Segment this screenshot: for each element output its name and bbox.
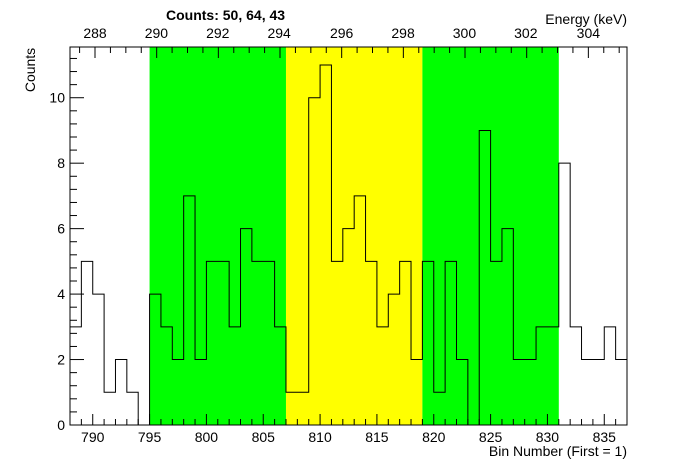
chart-title: Counts: 50, 64, 43 xyxy=(166,7,285,23)
y-tick-label: 6 xyxy=(57,221,65,237)
x-tick-label: 835 xyxy=(593,429,617,445)
energy-tick-label: 300 xyxy=(453,25,477,41)
x-axis-title: Bin Number (First = 1) xyxy=(489,443,627,459)
y-tick-label: 2 xyxy=(57,352,65,368)
y-tick-label: 0 xyxy=(57,417,65,433)
x-tick-label: 830 xyxy=(536,429,560,445)
y-axis-ticks: 0 2 4 6 8 10 xyxy=(49,57,84,433)
x-tick-label: 815 xyxy=(365,429,389,445)
x-tick-label: 805 xyxy=(252,429,276,445)
energy-tick-label: 294 xyxy=(267,25,291,41)
x-tick-label: 825 xyxy=(479,429,503,445)
histogram-line xyxy=(70,64,627,426)
energy-tick-label: 296 xyxy=(330,25,354,41)
region-left-background xyxy=(149,47,286,425)
y-tick-label: 10 xyxy=(49,90,65,106)
energy-axis-ticks: 288 290 292 294 296 298 300 302 304 xyxy=(79,25,620,58)
y-tick-label: 8 xyxy=(57,155,65,171)
energy-tick-label: 288 xyxy=(83,25,107,41)
x-tick-label: 800 xyxy=(195,429,219,445)
energy-tick-label: 302 xyxy=(514,25,538,41)
histogram xyxy=(70,64,627,426)
energy-tick-label: 290 xyxy=(145,25,169,41)
plot-frame xyxy=(69,46,628,426)
y-axis-title: Counts xyxy=(22,48,38,92)
energy-tick-label: 304 xyxy=(577,25,601,41)
x-tick-label: 820 xyxy=(422,429,446,445)
x-axis-ticks: 790 795 800 805 810 815 820 825 830 835 xyxy=(69,414,628,445)
energy-tick-label: 298 xyxy=(391,25,415,41)
energy-axis-title: Energy (keV) xyxy=(545,11,627,27)
x-tick-label: 790 xyxy=(81,429,105,445)
highlighted-regions xyxy=(149,47,559,425)
region-peak xyxy=(285,47,423,425)
energy-tick-label: 292 xyxy=(206,25,230,41)
x-tick-label: 810 xyxy=(308,429,332,445)
y-tick-label: 4 xyxy=(57,286,65,302)
x-tick-label: 795 xyxy=(138,429,162,445)
